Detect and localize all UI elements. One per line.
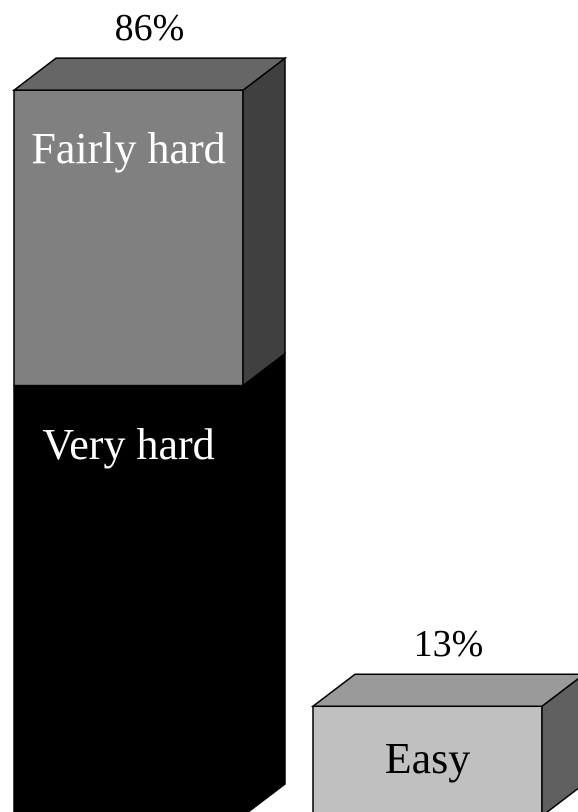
bar-side <box>242 352 286 812</box>
total-label: 13% <box>413 623 484 666</box>
bar-top <box>310 673 578 708</box>
segment-label: Easy <box>384 734 471 784</box>
segment-label: Very hard <box>42 419 215 469</box>
bar-segment <box>13 384 244 812</box>
segment-label: Fairly hard <box>31 124 226 174</box>
total-label: 86% <box>114 7 185 50</box>
bar-side <box>242 56 286 388</box>
bar-segment <box>13 89 244 387</box>
bar-top <box>11 57 288 91</box>
